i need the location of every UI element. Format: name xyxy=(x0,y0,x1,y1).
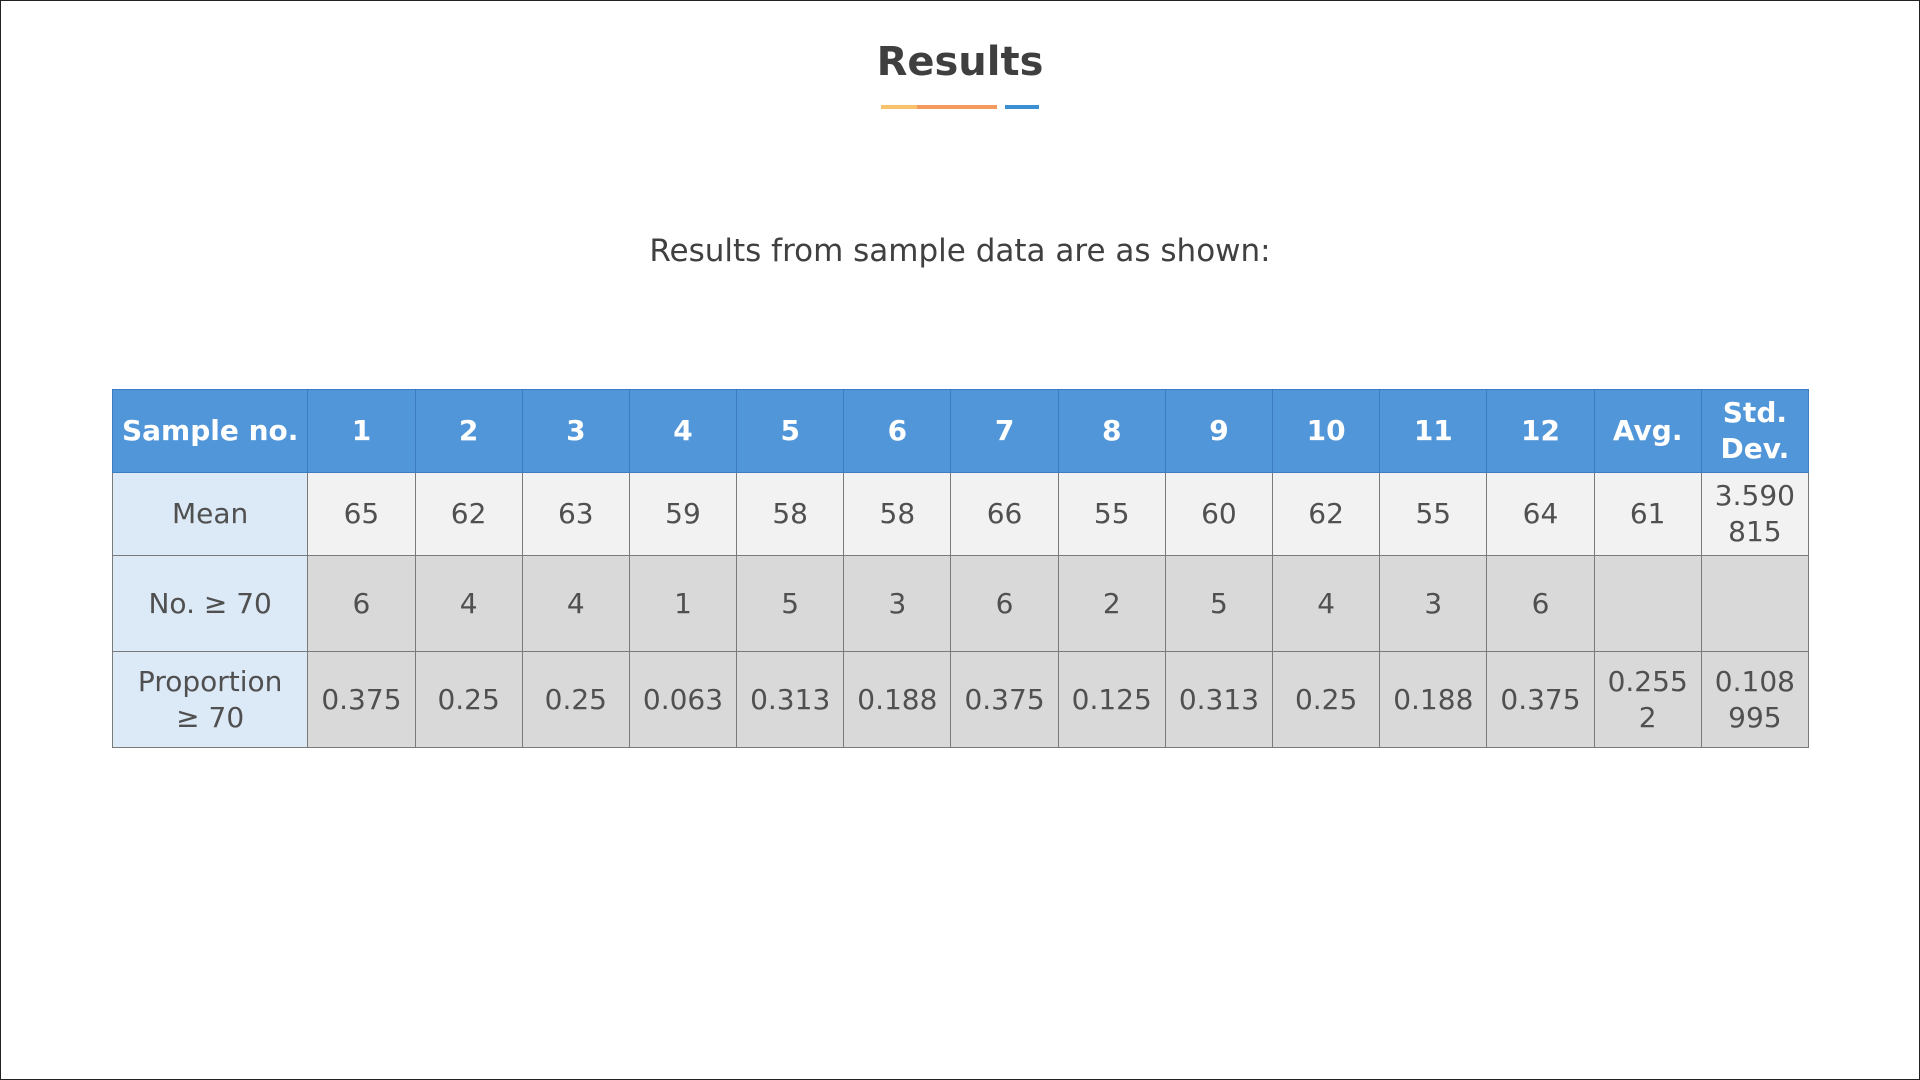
header-cell-9: 9 xyxy=(1164,389,1274,473)
underline-segment-orange xyxy=(917,105,997,109)
table-cell: 4 xyxy=(521,555,630,652)
table-cell xyxy=(1700,555,1810,652)
title-underline xyxy=(881,105,1039,109)
table-cell: 0.188 xyxy=(1379,651,1488,748)
table-cell: 0.255 2 xyxy=(1593,651,1702,748)
table-cell: 0.313 xyxy=(736,651,845,748)
table-cell: 62 xyxy=(1272,472,1381,556)
table-cell: 59 xyxy=(628,472,738,556)
table-cell: 58 xyxy=(843,472,952,556)
table-cell: 3.590 815 xyxy=(1700,472,1810,556)
header-cell-5: 5 xyxy=(736,389,845,473)
table-cell: 0.108 995 xyxy=(1700,651,1810,748)
table-cell xyxy=(1593,555,1702,652)
header-cell-7: 7 xyxy=(950,389,1059,473)
table-cell: 6 xyxy=(307,555,416,652)
header-cell-2: 2 xyxy=(414,389,523,473)
table-cell: 6 xyxy=(1486,555,1595,652)
table-cell: 0.125 xyxy=(1057,651,1166,748)
table-cell: 0.25 xyxy=(414,651,523,748)
table-row-mean: Mean 65 62 63 59 58 58 66 55 60 62 55 64… xyxy=(111,472,1810,556)
table-cell: 2 xyxy=(1057,555,1166,652)
intro-text: Results from sample data are as shown: xyxy=(649,233,1271,269)
header-cell-12: 12 xyxy=(1486,389,1595,473)
header-row: Sample no. 1 2 3 4 5 6 7 8 9 10 11 12 Av… xyxy=(111,389,1810,473)
table-cell: 0.25 xyxy=(521,651,630,748)
header-cell-std-dev: Std. Dev. xyxy=(1700,389,1810,473)
table-cell: 0.25 xyxy=(1272,651,1381,748)
table-cell: 60 xyxy=(1164,472,1274,556)
table-cell: 0.375 xyxy=(307,651,416,748)
row-label-proportion: Proportion ≥ 70 xyxy=(111,651,309,748)
table-cell: 5 xyxy=(1164,555,1274,652)
table-cell: 64 xyxy=(1486,472,1595,556)
table-cell: 3 xyxy=(1379,555,1488,652)
underline-gap xyxy=(997,105,1005,109)
table-cell: 1 xyxy=(628,555,738,652)
table-cell: 4 xyxy=(414,555,523,652)
table-cell: 55 xyxy=(1057,472,1166,556)
table-cell: 55 xyxy=(1379,472,1488,556)
table-row-count: No. ≥ 70 6 4 4 1 5 3 6 2 5 4 3 6 xyxy=(111,555,1810,652)
header-cell-1: 1 xyxy=(307,389,416,473)
results-table: Sample no. 1 2 3 4 5 6 7 8 9 10 11 12 Av… xyxy=(111,389,1810,748)
table-cell: 58 xyxy=(736,472,845,556)
table-cell: 65 xyxy=(307,472,416,556)
header-cell-8: 8 xyxy=(1057,389,1166,473)
table-cell: 3 xyxy=(843,555,952,652)
row-label-count: No. ≥ 70 xyxy=(111,555,309,652)
table-cell: 61 xyxy=(1593,472,1702,556)
table-cell: 66 xyxy=(950,472,1059,556)
table-cell: 0.375 xyxy=(950,651,1059,748)
table-cell: 4 xyxy=(1272,555,1381,652)
table-cell: 0.188 xyxy=(843,651,952,748)
table-cell: 6 xyxy=(950,555,1059,652)
table-cell: 62 xyxy=(414,472,523,556)
header-cell-3: 3 xyxy=(521,389,630,473)
table-cell: 0.375 xyxy=(1486,651,1595,748)
table-cell: 0.313 xyxy=(1164,651,1274,748)
header-cell-avg: Avg. xyxy=(1593,389,1702,473)
row-label-mean: Mean xyxy=(111,472,309,556)
header-cell-10: 10 xyxy=(1272,389,1381,473)
table-cell: 0.063 xyxy=(628,651,738,748)
page-title: Results xyxy=(876,39,1044,85)
table-cell: 63 xyxy=(521,472,630,556)
table-cell: 5 xyxy=(736,555,845,652)
table-row-proportion: Proportion ≥ 70 0.375 0.25 0.25 0.063 0.… xyxy=(111,651,1810,748)
underline-segment-blue xyxy=(1005,105,1039,109)
header-cell-11: 11 xyxy=(1379,389,1488,473)
header-cell-6: 6 xyxy=(843,389,952,473)
underline-segment-yellow xyxy=(881,105,917,109)
header-cell-sample-no: Sample no. xyxy=(111,389,309,473)
header-cell-4: 4 xyxy=(628,389,738,473)
